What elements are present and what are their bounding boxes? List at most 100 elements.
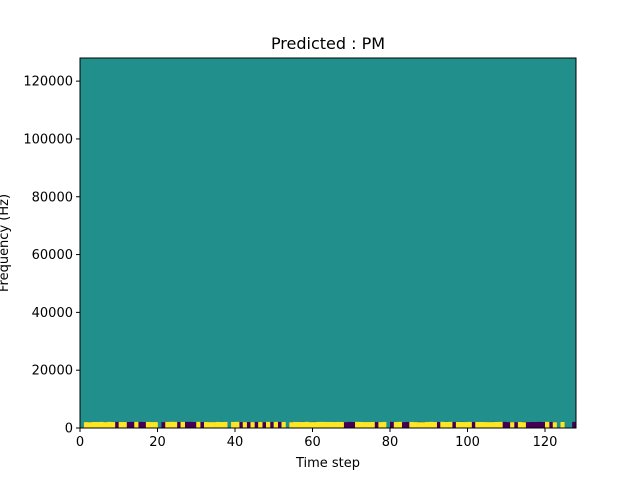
heatmap-cell-high [486,422,492,429]
heatmap-cells [83,421,577,429]
y-tick-label: 40000 [32,306,73,321]
heatmap-cell-high [304,422,309,429]
heatmap-cell-high [211,422,216,429]
heatmap-cell-high [432,422,437,429]
heatmap-cell-high [153,422,158,429]
heatmap-cell-high [316,421,321,428]
heatmap-cell-high [440,422,445,429]
heatmap-cell-high [111,422,116,429]
heatmap-cell-low [529,422,534,429]
x-tick-label: 60 [304,435,321,450]
x-axis-label: Time step [295,456,360,471]
heatmap-cell-high [393,422,399,429]
heatmap-cell-low [514,422,519,429]
y-axis-label: Frequency (Hz) [0,194,12,292]
heatmap-cell-high [293,422,298,429]
heatmap-cell-high [242,422,247,429]
x-tick-label: 20 [149,435,166,450]
heatmap-cell-high [134,421,139,428]
heatmap-cell-low [238,422,244,429]
heatmap-cell-high [378,422,383,429]
heatmap-cell-high [204,422,209,429]
heatmap-cell-high [560,422,565,429]
heatmap-cell-low [436,422,441,429]
heatmap-cell-high [510,422,515,429]
x-tick-label: 100 [455,435,480,450]
heatmap-cell-high [173,421,178,428]
heatmap-cell-high [91,422,96,429]
y-tick-label: 60000 [32,248,73,263]
heatmap-cell-low [142,422,147,429]
x-tick-label: 80 [382,435,399,450]
heatmap-cell-low [184,422,189,429]
heatmap-cell-high [266,421,271,429]
heatmap-cell-high [99,422,104,429]
heatmap-cell-high [494,422,499,429]
heatmap-cell-low [200,422,205,429]
heatmap-background [80,58,576,428]
heatmap-cell-low [506,422,511,429]
heatmap-cell-high [331,422,337,429]
heatmap-cell-high [87,422,92,429]
y-tick-label: 20000 [32,364,73,379]
heatmap-cell-high [467,422,472,429]
y-axis-ticks: 0 20000 40000 60000 80000 100000 120000 [23,75,80,437]
heatmap-cell-high [545,422,550,429]
heatmap-cell-high [300,422,306,429]
heatmap-cell-high [370,421,375,429]
heatmap-cell-high [448,421,453,429]
heatmap-cell-low [537,422,542,429]
heatmap-cell-high [297,422,302,429]
heatmap-cell-high [455,422,461,429]
heatmap-cell-high [223,421,228,429]
heatmap-cell-low [138,421,143,428]
heatmap-cell-low [130,422,135,429]
heatmap-cell-high [83,422,89,429]
heatmap-cell-low [192,422,197,429]
heatmap-cell-high [273,422,278,429]
heatmap-cell-low [254,422,259,429]
heatmap-cell-high [397,422,402,429]
y-tick-label: 120000 [23,75,73,90]
heatmap-cell-high [308,422,313,429]
heatmap-cell-low [343,422,348,429]
heatmap-cell-low [471,421,476,429]
heatmap-cell-low [176,422,182,429]
plot-frame [79,57,577,429]
x-axis-ticks: 0 20 40 60 80 100 120 [76,428,557,450]
heatmap-cell-high [169,421,174,428]
heatmap-cell-high [289,422,294,429]
heatmap-cell-high [324,422,329,429]
heatmap-cell-high [180,422,185,429]
heatmap-cell-low [126,422,131,429]
heatmap-cell-high [517,422,523,429]
heatmap-cell-high [483,422,488,429]
heatmap-cell-high [165,421,170,428]
heatmap-cell-low [401,422,406,429]
heatmap-cell-high [250,422,255,429]
heatmap-cell-high [428,422,433,429]
heatmap-cell-high [122,422,127,429]
heatmap-cell-low [262,422,267,429]
heatmap-cell-high [320,422,325,429]
heatmap-cell-high [421,422,426,429]
heatmap-cell-high [335,422,340,429]
heatmap-cell-high [424,422,430,429]
heatmap-cell-low [351,422,356,429]
heatmap-cell-high [145,421,151,429]
x-tick-label: 0 [76,435,84,450]
heatmap-cell-high [339,422,344,429]
heatmap-cell-low [269,422,275,429]
y-tick-label: 0 [65,422,73,437]
heatmap-cell-high [366,422,371,429]
heatmap-cell-low [114,422,120,429]
heatmap-cell-high [479,422,484,429]
heatmap-cell-high [417,422,422,429]
heatmap-cell-high [413,422,418,429]
heatmap-cell-low [277,421,282,429]
heatmap-cell-high [281,422,286,429]
heatmap-cell-high [207,422,213,429]
heatmap-cell-high [312,422,317,429]
heatmap-cell-low [502,422,507,429]
heatmap-cell-high [107,422,112,429]
